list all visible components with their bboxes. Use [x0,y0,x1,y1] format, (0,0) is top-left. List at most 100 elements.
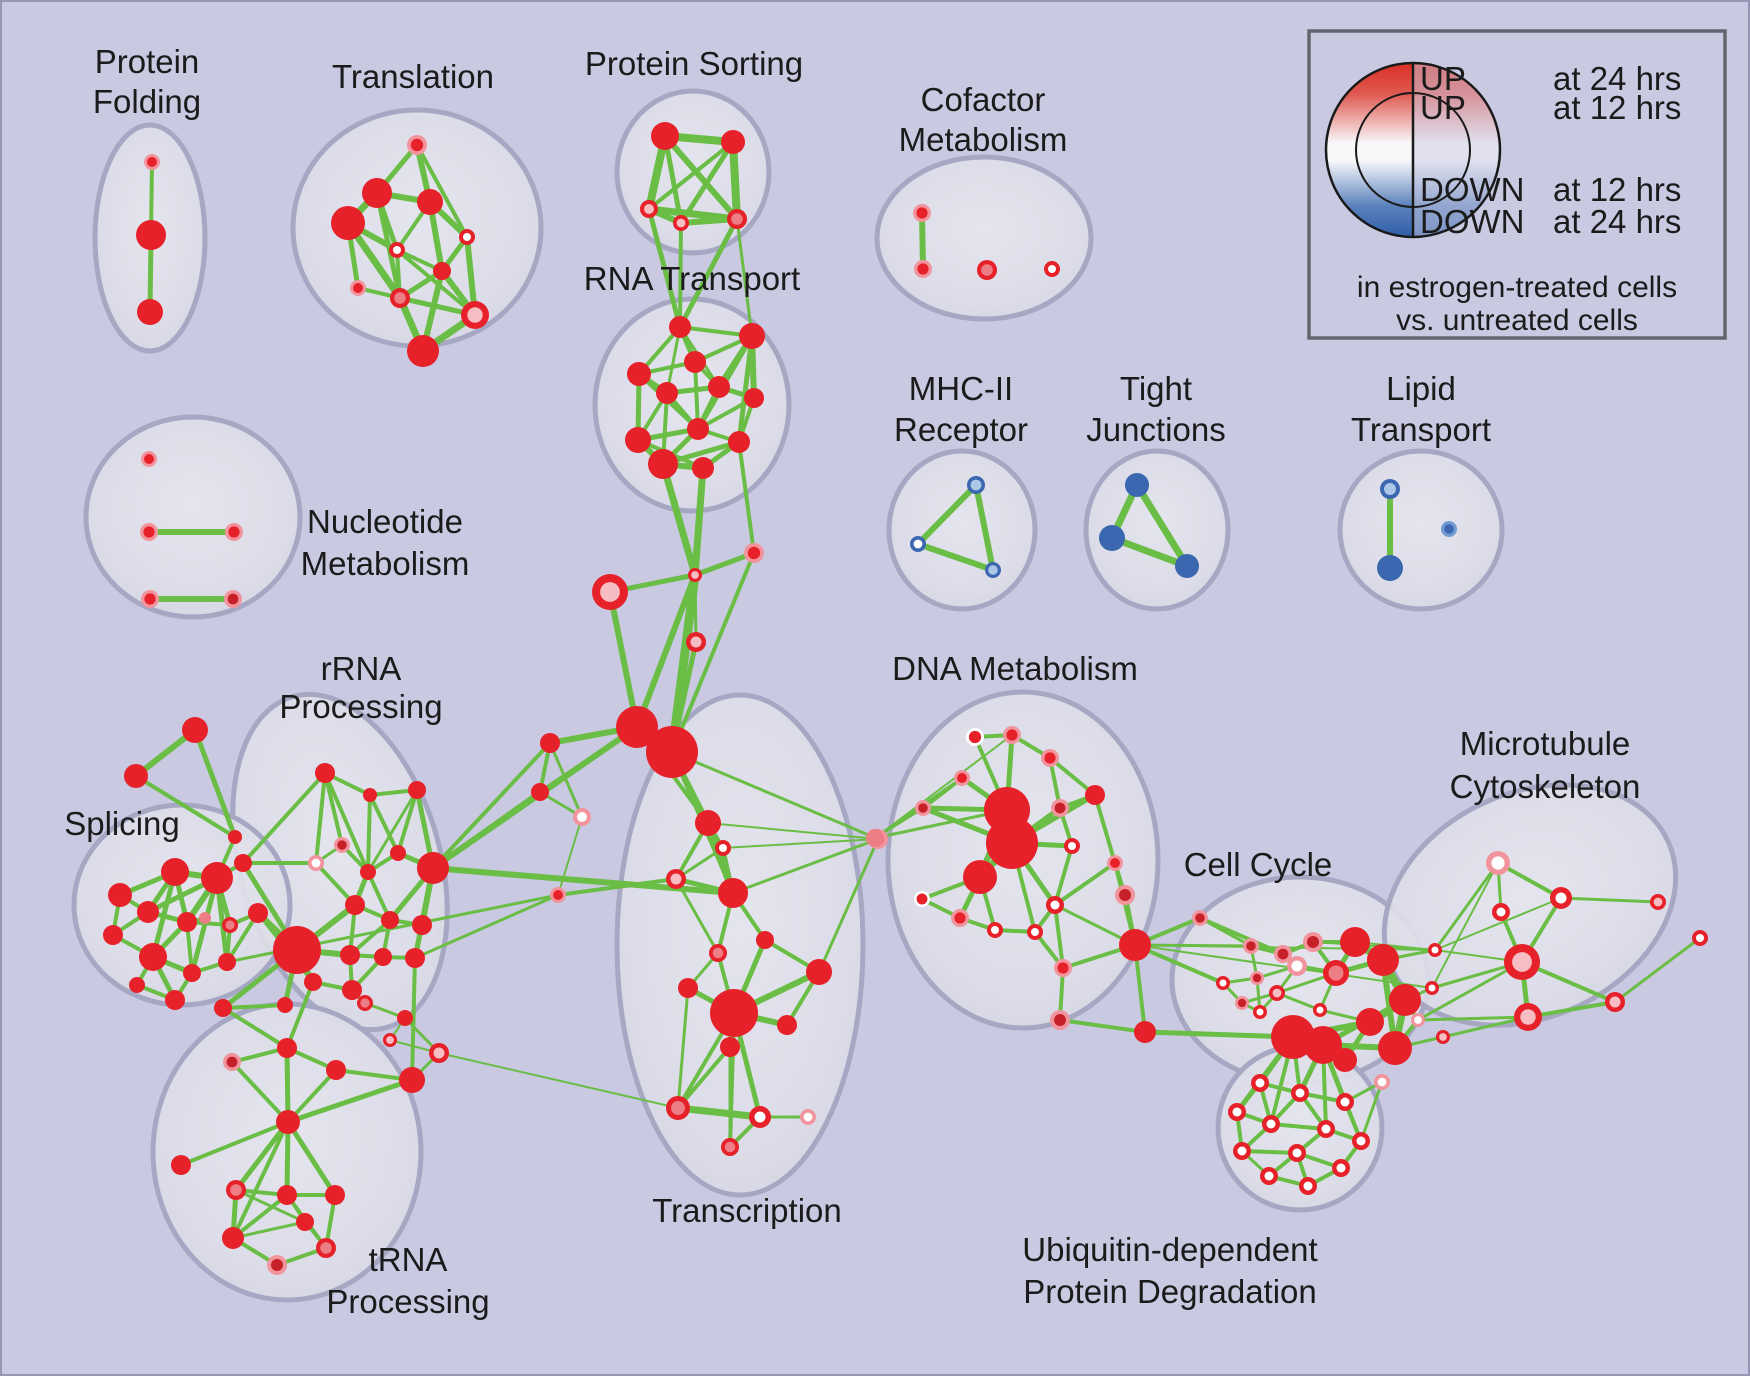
cluster-label-trna-processing: Processing [326,1283,489,1320]
network-edge [634,572,698,730]
network-node [1436,1030,1450,1044]
network-edge [1433,861,1500,952]
network-node [627,362,651,386]
node-outer-ring [407,335,439,367]
network-edge [396,788,419,855]
node-inner-core [1328,965,1344,981]
network-node [687,418,709,440]
cluster-label-rrna-processing: rRNA [321,650,402,687]
network-node [987,922,1003,938]
node-outer-ring [625,427,651,453]
network-edge [665,325,682,395]
node-outer-ring [222,1227,244,1249]
network-node [325,1185,345,1205]
network-node [140,523,158,541]
network-edge [722,838,879,849]
network-edge [676,986,690,1110]
network-edge [1431,862,1499,989]
network-edge [729,138,741,223]
network-node [866,829,884,847]
node-outer-ring [656,382,678,404]
node-inner-core [553,890,563,900]
network-node [363,788,377,802]
network-edge [231,1193,289,1240]
network-node [405,948,425,968]
network-node [345,895,365,915]
cluster-label-lipid-transport: Lipid [1386,370,1456,407]
network-edge [607,589,640,730]
network-node [692,457,714,479]
node-outer-ring [1119,929,1151,961]
network-edge [285,980,315,1050]
network-node [334,837,350,853]
network-node [1274,945,1292,963]
network-node [1550,887,1572,909]
node-inner-core [1232,1107,1242,1117]
network-node [954,770,970,786]
network-node [350,280,366,296]
node-outer-ring [744,388,764,408]
node-inner-core [644,204,654,214]
network-edge [1058,1018,1147,1034]
network-node [673,215,689,231]
network-edge [693,360,700,431]
cluster-label-rna-transport: RNA Transport [584,260,800,297]
node-inner-core [1303,1181,1313,1191]
network-node [273,926,321,974]
node-outer-ring [806,959,832,985]
network-node [656,382,678,404]
node-inner-core [981,264,993,276]
network-node [1356,1008,1384,1036]
network-node [381,911,399,929]
network-node [1003,726,1021,744]
network-node [728,431,750,453]
node-inner-core [1031,928,1039,936]
network-node [720,1037,740,1057]
network-node [1099,525,1125,551]
network-node [1269,985,1285,1001]
node-outer-ring [1175,554,1199,578]
network-node [800,1109,816,1125]
node-inner-core [1277,948,1289,960]
node-outer-ring [345,895,365,915]
network-edge [674,877,720,955]
node-outer-ring [963,860,997,894]
network-edge [647,140,735,211]
node-inner-core [731,213,743,225]
network-edge [973,482,996,573]
legend-circle-faded-half [1413,63,1500,237]
node-outer-ring [139,943,167,971]
node-inner-core [1520,1009,1536,1025]
node-outer-ring [277,997,293,1013]
network-edge [368,793,400,855]
network-node [1425,981,1439,995]
node-outer-ring [199,912,211,924]
node-inner-core [337,840,347,850]
legend-direction-label-0: UP [1420,60,1466,97]
legend-time-label-0: at 24 hrs [1553,60,1681,97]
node-inner-core [144,593,156,605]
cluster-label-translation: Translation [332,58,494,95]
network-node [1605,992,1625,1012]
node-inner-core [410,138,424,152]
network-edge [374,190,403,301]
network-node [1243,938,1259,954]
network-node [248,903,268,923]
cluster-label-splicing: Splicing [64,805,180,842]
network-edge [874,734,1013,839]
legend-direction-label-2: DOWN [1420,171,1524,208]
node-outer-ring [161,858,189,886]
network-node [967,476,985,494]
network-node [183,964,201,982]
node-inner-core [1491,856,1505,870]
node-outer-ring [695,810,721,836]
network-node [201,862,233,894]
node-inner-core [1292,1148,1302,1158]
nodes-layer [103,122,1708,1275]
cluster-label-nucleotide-metabolism: Metabolism [301,545,470,582]
network-node [407,135,427,155]
node-inner-core [754,1111,766,1123]
network-node [218,953,236,971]
node-outer-ring [405,948,425,968]
node-inner-core [143,526,155,538]
